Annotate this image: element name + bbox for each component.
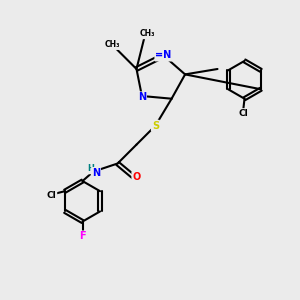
Text: F: F [79,231,86,242]
Text: Cl: Cl [46,191,56,200]
Text: Cl: Cl [238,109,248,118]
Text: H: H [87,164,94,173]
Text: S: S [152,121,159,131]
Text: N: N [138,92,146,102]
Text: O: O [132,172,141,182]
Text: CH₃: CH₃ [140,29,155,38]
Text: CH₃: CH₃ [104,40,120,49]
Text: =N: =N [155,50,172,61]
Text: N: N [92,168,100,178]
